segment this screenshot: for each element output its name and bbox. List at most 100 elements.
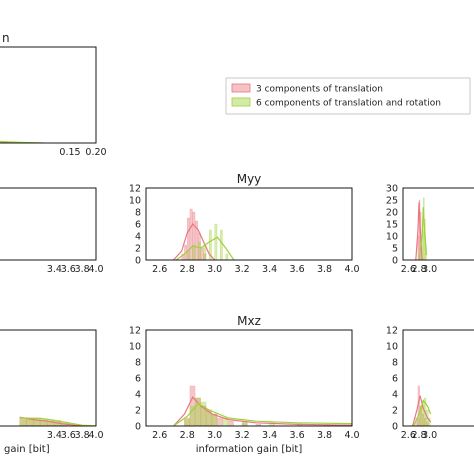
hist-bar-translation [217, 417, 223, 426]
hist-bar-translation [186, 217, 190, 260]
x-tick-label: 4.0 [88, 430, 103, 441]
x-tick-label: 3.6 [290, 264, 305, 275]
y-tick-label: 2 [392, 405, 398, 416]
panel-mid-left: 3.43.63.84.0 [0, 187, 104, 275]
x-tick-label: 2.8 [180, 430, 195, 441]
x-tick-label: 4.0 [344, 430, 359, 441]
x-axis-label: gain [bit] [4, 444, 50, 455]
x-tick-label: 2.6 [152, 264, 167, 275]
axes-frame [0, 187, 97, 261]
kde-line-translation_rotation [173, 402, 352, 426]
x-tick-label: 3.0 [207, 430, 222, 441]
hist-bar-translation_rotation [195, 397, 201, 426]
x-tick-label: 2.8 [180, 264, 195, 275]
plot-area [19, 416, 96, 426]
y-tick-label: 2 [135, 405, 141, 416]
kde-line-translation_rotation [19, 417, 96, 426]
y-tick-label: 8 [135, 357, 141, 368]
hist-bar-translation_rotation [417, 417, 420, 426]
y-tick-label: 4 [135, 389, 141, 400]
panel-bottom-center: 2.6 2.8 3.0 3.2 3.4 3.6 3.8 4.0 0 2 4 6 8 10 12 Mxz info… [129, 314, 360, 455]
y-tick-label: 20 [386, 207, 398, 218]
axes-frame [402, 329, 474, 427]
hist-bar-translation_rotation [184, 419, 190, 426]
x-tick-label: 3.4 [47, 264, 62, 275]
legend-box [225, 77, 471, 115]
hist-bar-translation_rotation [225, 253, 229, 260]
y-tick-label: 12 [129, 183, 141, 194]
x-tick-label: 4.0 [88, 264, 103, 275]
hist-bar-translation_rotation [214, 223, 218, 260]
x-tick-label: 2.6 [152, 430, 167, 441]
axes-frame [0, 46, 97, 144]
axes-frame [145, 329, 353, 427]
hist-bar-translation_rotation [197, 241, 201, 260]
axes-frame [0, 329, 97, 427]
x-tick-label: 3.4 [262, 430, 277, 441]
y-tick-label: 12 [129, 325, 141, 336]
legend-swatch-translation_rotation [231, 97, 251, 107]
x-tick-label: 3.8 [75, 430, 90, 441]
x-tick-label: 3.2 [235, 264, 250, 275]
panel-bottom-left: 3.43.63.84.0 gain [bit] [0, 329, 104, 455]
x-tick-label: 3.6 [61, 264, 76, 275]
y-tick-label: 6 [135, 219, 141, 230]
y-tick-label: 30 [386, 183, 398, 194]
plot-area [412, 385, 432, 426]
hist-bar-translation_rotation [0, 141, 3, 143]
x-tick-label: 2.8 [411, 430, 426, 441]
panel-bottom-right: 2.62.83.0 0 2 4 6 8 10 12 [386, 325, 474, 441]
kde-line-translation [173, 396, 352, 426]
hist-bar-translation_rotation [192, 244, 196, 260]
x-tick-label: 3.4 [262, 264, 277, 275]
y-tick-label: 8 [392, 357, 398, 368]
x-tick-label: 3.6 [290, 430, 305, 441]
axes-frame [145, 187, 353, 261]
x-tick-label: 4.0 [344, 264, 359, 275]
y-tick-label: 0 [135, 255, 141, 266]
axes-frame [402, 187, 474, 261]
hist-bar-translation_rotation [189, 405, 196, 426]
x-tick-label: 0.20 [85, 147, 106, 158]
kde-line-translation_rotation [175, 236, 235, 260]
hist-bar-translation [228, 421, 234, 426]
x-tick-label: 2.6 [401, 264, 416, 275]
y-tick-label: 10 [386, 341, 398, 352]
kde-line-translation_rotation [413, 399, 432, 426]
x-tick-label: 0.15 [59, 147, 80, 158]
x-tick-label: 2.6 [401, 430, 416, 441]
panel-title: Myy [237, 172, 262, 186]
x-axis-label: information gain [bit] [196, 444, 303, 455]
x-tick-label: 3.8 [75, 264, 90, 275]
hist-bar-translation_rotation [219, 229, 223, 260]
kde-line-translation [19, 416, 90, 426]
y-tick-label: 0 [392, 255, 398, 266]
plot-area [173, 385, 352, 426]
y-tick-label: 4 [135, 231, 141, 242]
kde-line-translation [412, 395, 432, 426]
hist-bar-translation_rotation [208, 229, 212, 260]
legend-swatch-translation [231, 83, 251, 93]
kde-line-translation_rotation [418, 207, 428, 260]
x-tick-label: 2.8 [411, 264, 426, 275]
x-tick-label: 3.0 [422, 430, 437, 441]
legend-label-translation: 3 components of translation [256, 85, 383, 95]
y-tick-label: 4 [392, 389, 398, 400]
y-tick-label: 0 [135, 421, 141, 432]
y-tick-label: 8 [135, 207, 141, 218]
hist-bar-translation [189, 208, 193, 260]
panel-top-left: 0.15 0.20 n [0, 31, 107, 158]
y-tick-label: 6 [392, 373, 398, 384]
y-tick-label: 10 [386, 231, 398, 242]
panel-title: Mxz [237, 314, 261, 328]
panel-title: n [2, 31, 10, 45]
y-tick-label: 25 [386, 195, 398, 206]
hist-bar-translation [181, 253, 185, 260]
y-tick-label: 15 [386, 219, 398, 230]
y-tick-label: 6 [135, 373, 141, 384]
legend-label-translation_rotation: 6 components of translation and rotation [256, 99, 441, 109]
y-tick-label: 10 [129, 195, 141, 206]
y-tick-label: 2 [135, 243, 141, 254]
